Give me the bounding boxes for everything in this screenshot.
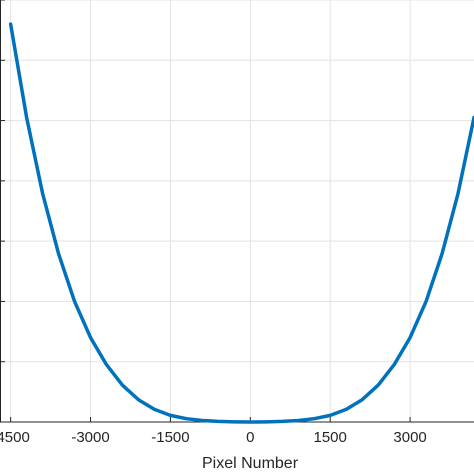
x-tick-labels: -4500 -3000 -1500 0 1500 3000: [0, 429, 427, 446]
x-tick-label: -3000: [71, 429, 109, 446]
grid: [0, 0, 474, 422]
x-tick-label: -4500: [0, 429, 30, 446]
x-tick-label: 0: [246, 429, 254, 446]
x-tick-label: 3000: [393, 429, 426, 446]
x-tick-label: -1500: [151, 429, 189, 446]
x-tick-label: 1500: [314, 429, 347, 446]
x-axis-title: Pixel Number: [202, 455, 299, 472]
series-group: [8, 22, 474, 424]
series-line: [8, 22, 474, 424]
